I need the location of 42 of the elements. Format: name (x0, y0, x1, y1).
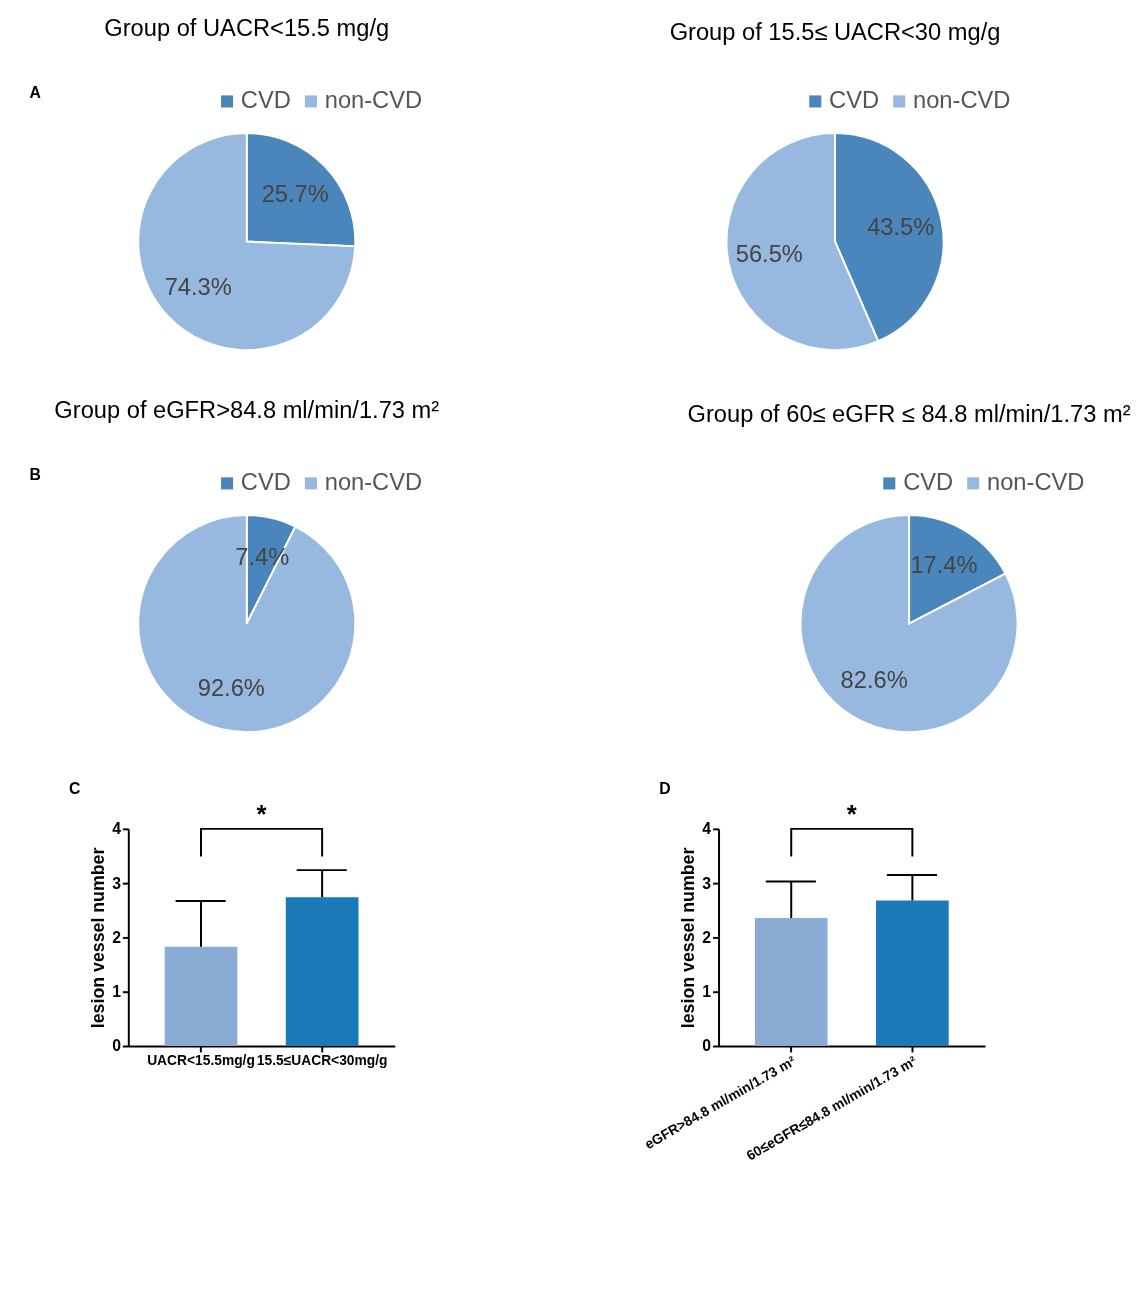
legend-label: non-CVD (987, 469, 1085, 496)
y-tick-label: 3 (702, 874, 712, 892)
y-tick-label: 1 (112, 983, 122, 1001)
text: B (29, 466, 42, 484)
legend-label: CVD (903, 469, 954, 496)
y-tick-label: 4 (112, 820, 122, 838)
legend-label: CVD (240, 469, 291, 496)
legend-label: CVD (240, 87, 291, 114)
chart-title: Group of 60≤ eGFR ≤ 84.8 ml/min/1.73 m² (687, 401, 1131, 428)
y-axis-title: lesion vessel number (88, 847, 109, 1029)
pie-slice (137, 132, 357, 352)
y-tick-label: 2 (112, 928, 122, 946)
pie-slice (799, 514, 1019, 734)
text: * (256, 799, 267, 828)
legend-label: CVD (829, 87, 880, 114)
text: D (659, 780, 671, 798)
chart-title: Group of 15.5≤ UACR<30 mg/g (669, 19, 1001, 46)
legend-label: non-CVD (913, 87, 1011, 114)
y-tick-label: 2 (702, 928, 712, 946)
x-tick-label: 15.5≤UACR<30mg/g (256, 1052, 388, 1069)
y-tick-label: 1 (702, 983, 712, 1001)
chart-title: Group of eGFR>84.8 ml/min/1.73 m² (54, 397, 440, 424)
data-label: 82.6% (840, 666, 908, 693)
y-axis-title: lesion vessel number (678, 847, 699, 1029)
data-label: 17.4% (910, 552, 978, 579)
data-label: 56.5% (735, 241, 803, 268)
y-tick-label: 4 (702, 820, 712, 838)
text: A (29, 84, 42, 102)
data-label: 25.7% (261, 181, 329, 208)
text: C (69, 780, 81, 798)
x-tick-label: UACR<15.5mg/g (147, 1052, 255, 1069)
y-tick-label: 0 (702, 1037, 712, 1055)
legend-label: non-CVD (324, 469, 423, 496)
y-tick-label: 0 (112, 1037, 122, 1055)
chart-title: Group of UACR<15.5 mg/g (104, 15, 390, 42)
text: * (846, 799, 857, 828)
y-tick-label: 3 (112, 874, 122, 892)
pie-slice (137, 514, 357, 734)
data-label: 43.5% (867, 213, 935, 240)
legend-label: non-CVD (324, 87, 423, 114)
data-label: 74.3% (164, 273, 232, 300)
data-label: 92.6% (197, 674, 265, 701)
